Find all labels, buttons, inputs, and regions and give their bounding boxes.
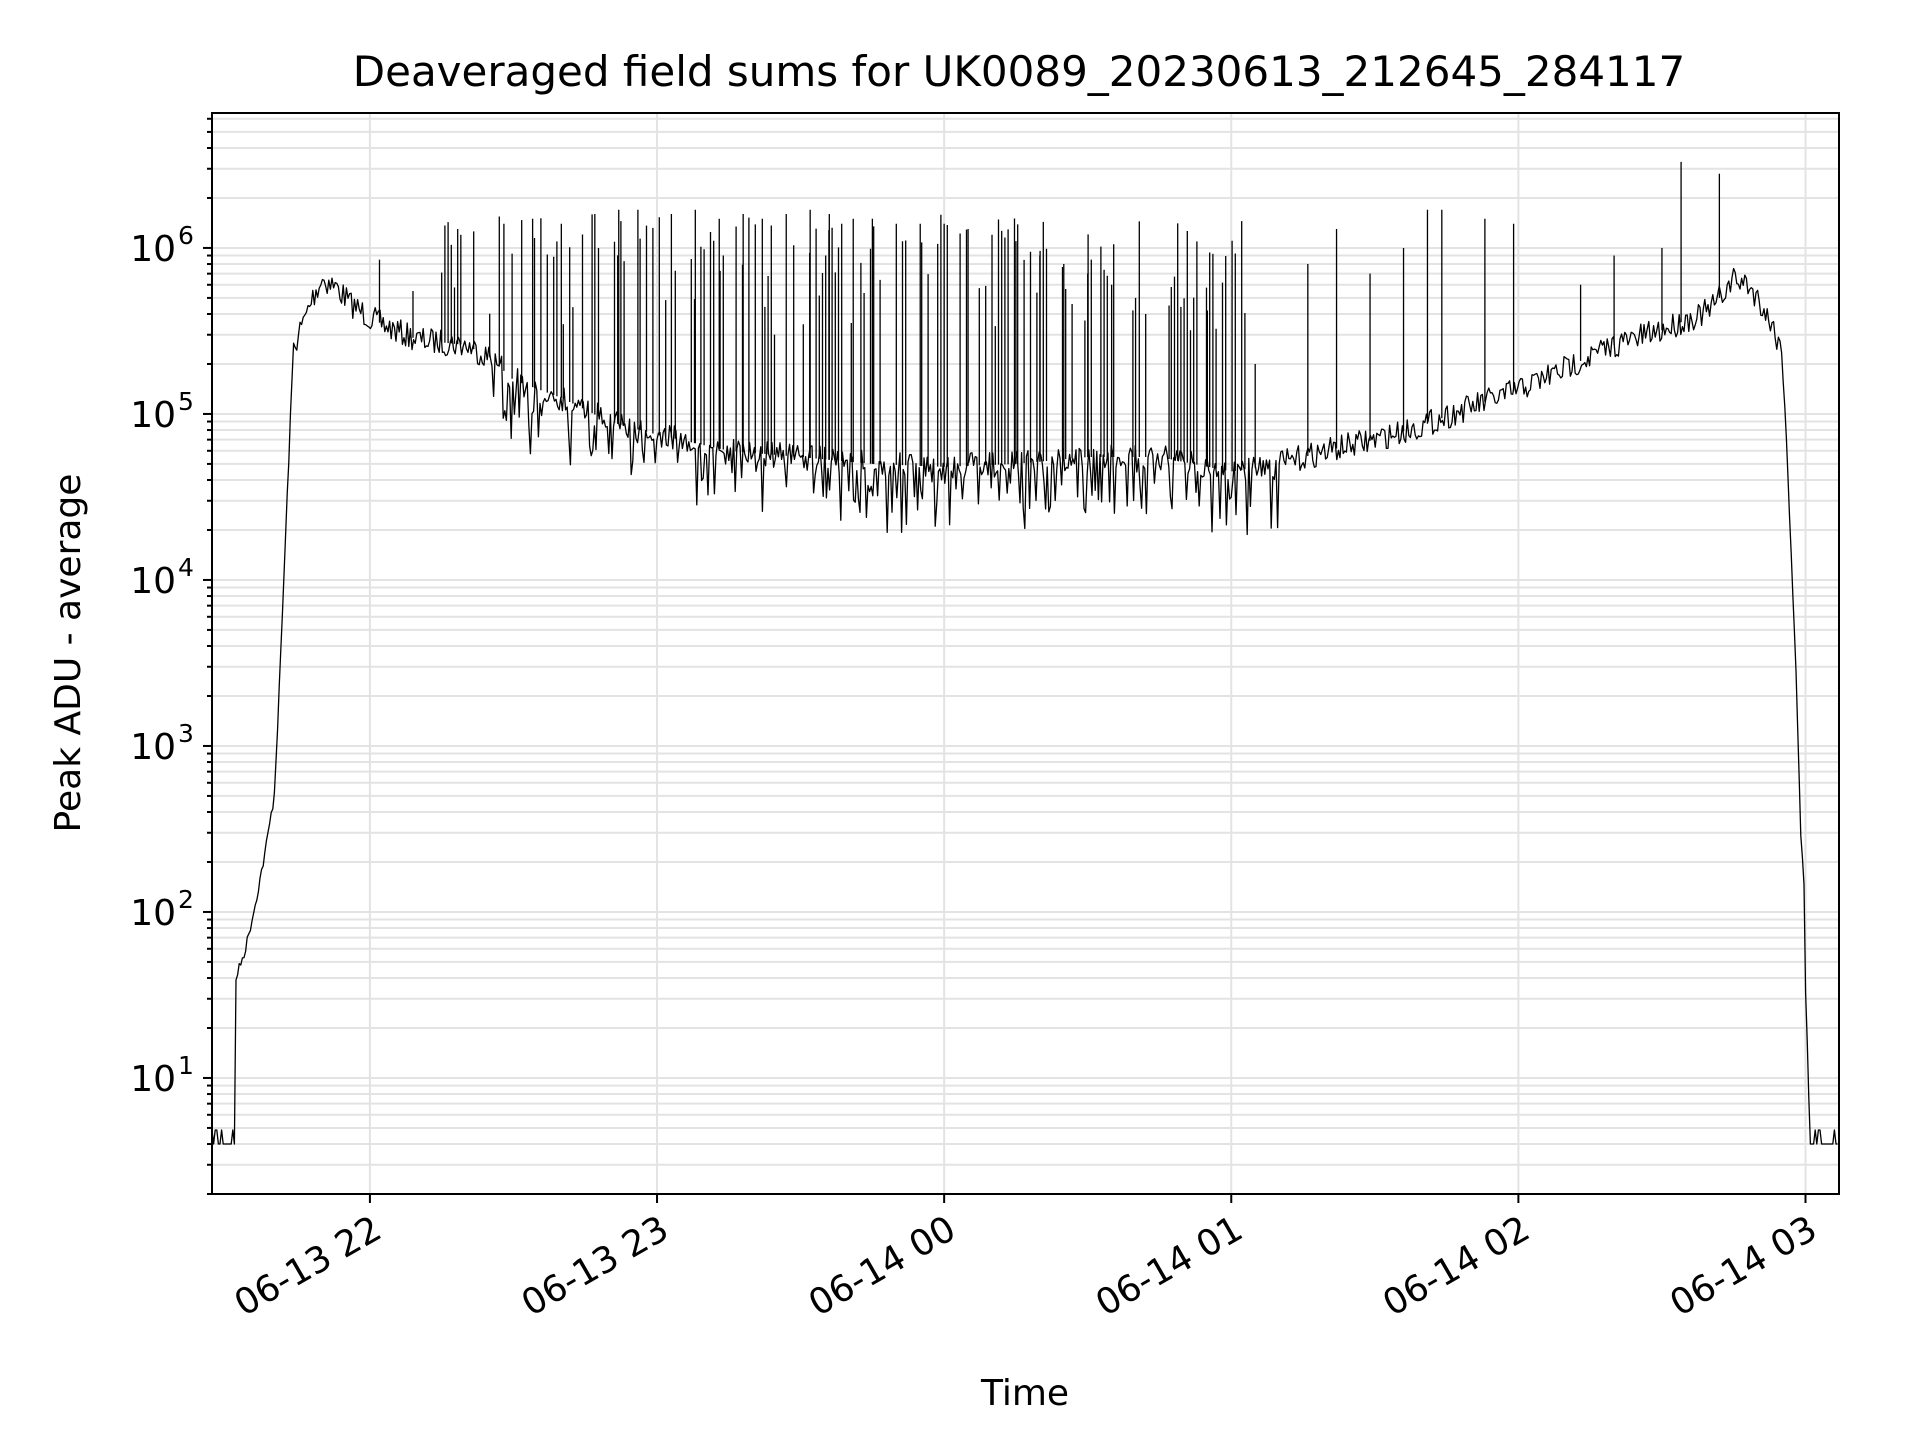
y-tick-label-exponent: 5 [178, 387, 194, 416]
grid [212, 113, 1839, 1195]
y-tick-label-exponent: 2 [178, 885, 194, 914]
y-tick-label: 10 [130, 893, 176, 934]
chart-title: Deaveraged field sums for UK0089_2023061… [353, 47, 1685, 96]
series-line [211, 267, 1838, 1145]
y-tick-label-exponent: 3 [178, 719, 194, 748]
y-tick-label-exponent: 6 [178, 221, 194, 250]
series-layer [211, 161, 1838, 1145]
axis-ticks [203, 117, 1807, 1203]
y-tick-label: 10 [130, 229, 176, 270]
y-tick-label: 10 [130, 395, 176, 436]
y-tick-label-exponent: 1 [178, 1051, 194, 1080]
y-tick-label: 10 [130, 1059, 176, 1100]
y-tick-label-exponent: 4 [178, 553, 194, 582]
y-tick-label: 10 [130, 561, 176, 602]
y-axis-label: Peak ADU - average [48, 474, 89, 833]
y-tick-label: 10 [130, 727, 176, 768]
x-axis-label: Time [980, 1373, 1069, 1414]
plot-area-frame [211, 112, 1840, 1195]
